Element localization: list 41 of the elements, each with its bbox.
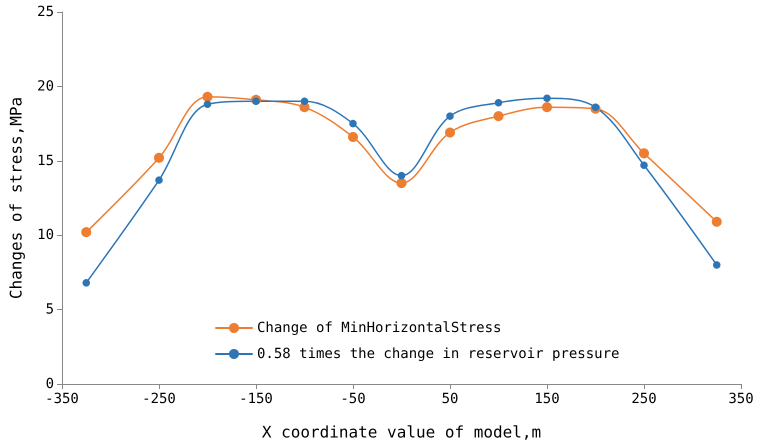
point [446, 112, 454, 120]
point [155, 176, 163, 184]
point [204, 100, 212, 108]
y-tick-label: 5 [46, 302, 54, 318]
point [542, 102, 552, 112]
point [592, 103, 600, 111]
point [82, 279, 90, 287]
legend-label: 0.58 times the change in reservoir pressure [257, 346, 620, 362]
point [348, 132, 358, 142]
point [713, 261, 720, 269]
x-tick-label: -50 [340, 391, 366, 407]
x-tick-label: -350 [45, 391, 79, 407]
y-tick-label: 0 [46, 376, 54, 392]
point [396, 178, 406, 188]
point [300, 98, 308, 106]
point [494, 99, 502, 107]
point [252, 98, 260, 106]
point [712, 216, 722, 227]
x-tick-label: -150 [239, 391, 273, 407]
point [445, 128, 455, 138]
point [81, 227, 92, 238]
y-axis-title: Changes of stress,MPa [6, 96, 26, 300]
y-tick-label: 25 [37, 4, 54, 20]
point [349, 120, 357, 128]
y-tick-label: 15 [37, 152, 54, 169]
point [639, 148, 649, 158]
point [202, 92, 212, 102]
legend-label: Change of MinHorizontalStress [257, 320, 502, 336]
point [640, 162, 648, 170]
point [543, 94, 551, 102]
point [398, 172, 406, 180]
x-tick-label: 350 [728, 391, 754, 407]
x-tick-label: 250 [631, 391, 657, 407]
point [494, 111, 504, 122]
point [154, 152, 164, 163]
y-tick-label: 10 [37, 227, 54, 244]
x-tick-label: 50 [442, 391, 458, 407]
x-tick-label: -250 [142, 391, 176, 407]
x-axis-title: X coordinate value of model,m [262, 422, 542, 442]
y-tick-label: 20 [37, 78, 54, 94]
x-tick-label: 150 [534, 391, 560, 407]
